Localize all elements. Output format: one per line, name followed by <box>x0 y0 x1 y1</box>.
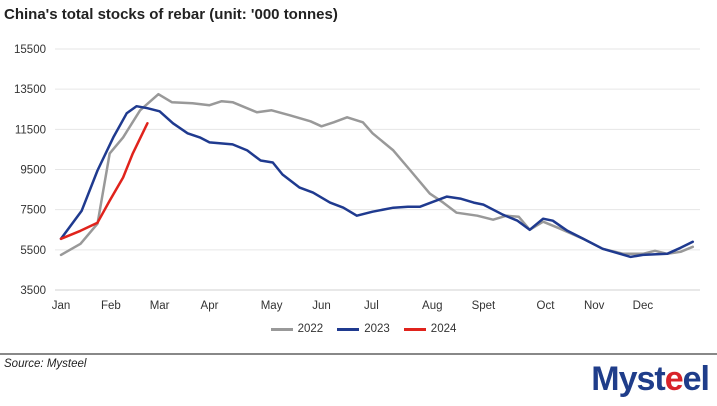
line-chart: 3500 5500 7500 9500 11500 13500 15500 Jan Feb Mar… <box>14 44 700 312</box>
legend-item-2024: 2024 <box>403 323 457 335</box>
x-tick-label: Aug <box>422 300 442 312</box>
legend-swatch <box>403 327 426 331</box>
chart-title: China's total stocks of rebar (unit: '00… <box>4 6 338 23</box>
x-tick-label: Spet <box>472 300 496 312</box>
y-tick-label: 5500 <box>20 245 46 257</box>
legend-item-2023: 2023 <box>337 323 390 335</box>
legend: 2022 2023 2024 <box>0 323 717 335</box>
y-tick-label: 11500 <box>15 124 46 136</box>
x-tick-label: Apr <box>201 300 219 312</box>
legend-label: 2023 <box>364 323 390 335</box>
legend-swatch <box>337 327 360 331</box>
mysteel-logo: Mysteel <box>591 360 710 399</box>
series-line-2022 <box>59 92 695 257</box>
x-tick-label: Nov <box>584 300 605 312</box>
source-note: Source: Mysteel <box>4 358 87 370</box>
y-tick-label: 13500 <box>14 84 46 96</box>
x-tick-label: Jun <box>312 300 331 312</box>
logo-text: Myst <box>591 360 665 398</box>
y-tick-label: 15500 <box>14 44 46 56</box>
divider <box>0 353 717 355</box>
x-tick-label: Feb <box>101 300 121 312</box>
legend-label: 2022 <box>297 323 324 335</box>
x-tick-label: Oct <box>537 300 556 312</box>
y-tick-label: 7500 <box>20 205 46 217</box>
legend-swatch <box>270 327 293 331</box>
series-line-2023 <box>59 104 695 259</box>
legend-item-2022: 2022 <box>270 323 324 335</box>
x-tick-label: Mar <box>150 300 170 312</box>
logo-text-accent: e <box>664 360 684 398</box>
x-tick-label: Dec <box>633 300 654 312</box>
y-tick-label: 3500 <box>20 285 46 297</box>
legend-label: 2024 <box>430 323 457 335</box>
series-line-2024 <box>59 122 149 241</box>
y-tick-label: 9500 <box>20 165 46 177</box>
logo-text-end: el <box>682 360 710 398</box>
x-tick-label: Jul <box>364 300 379 312</box>
x-tick-label: Jan <box>52 300 71 312</box>
x-tick-label: May <box>261 300 283 312</box>
